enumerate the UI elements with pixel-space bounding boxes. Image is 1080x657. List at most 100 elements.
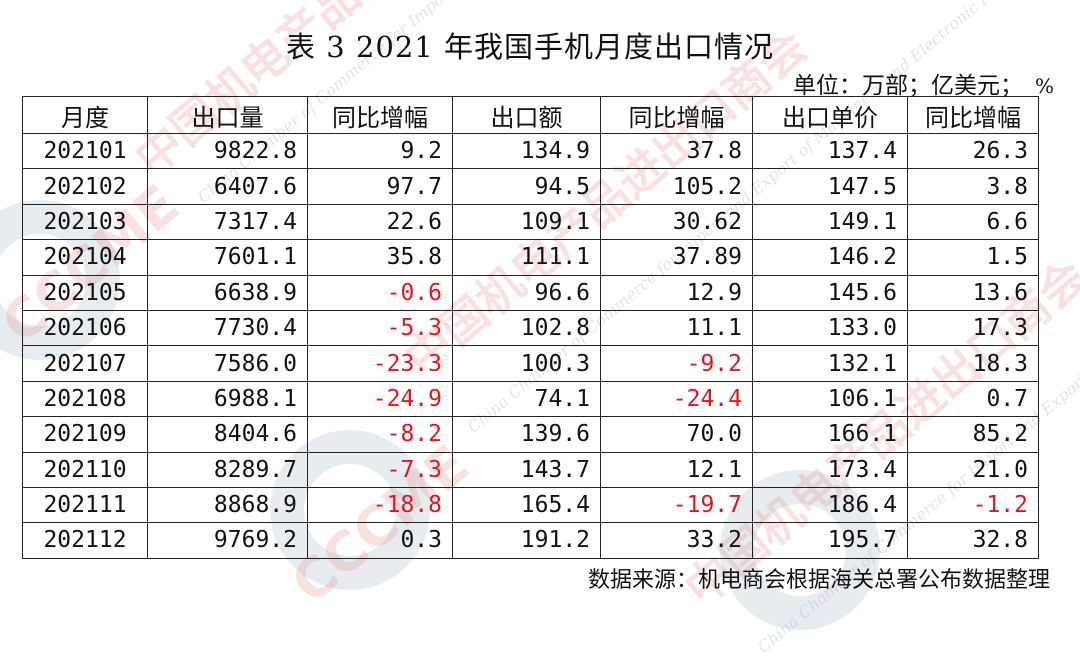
cell-unit-price: 166.1 xyxy=(752,416,908,453)
cell-value-yoy: 105.2 xyxy=(600,168,753,205)
cell-price-yoy: 26.3 xyxy=(907,132,1039,170)
cell-volume-yoy: -0.6 xyxy=(307,274,453,311)
cell-volume-yoy: 0.3 xyxy=(307,522,453,559)
cell-export-volume: 7730.4 xyxy=(147,309,308,347)
cell-unit-price: 145.6 xyxy=(752,274,908,311)
cell-export-volume: 6407.6 xyxy=(147,168,308,205)
cell-volume-yoy: 9.2 xyxy=(307,132,453,170)
cell-month: 202104 xyxy=(22,239,148,276)
cell-price-yoy: 6.6 xyxy=(907,203,1039,241)
cell-unit-price: 149.1 xyxy=(752,203,908,241)
cell-unit-price: 173.4 xyxy=(752,451,908,488)
cell-unit-price: 195.7 xyxy=(752,522,908,559)
cell-unit-price: 137.4 xyxy=(752,132,908,170)
cell-month: 202105 xyxy=(22,274,148,311)
cell-value-yoy: 37.8 xyxy=(600,132,753,170)
table-row: 202108 6988.1 -24.9 74.1 -24.4 106.1 0.7 xyxy=(22,380,1039,418)
cell-value-yoy: 30.62 xyxy=(600,203,753,241)
cell-month: 202110 xyxy=(22,451,148,488)
table-row: 202103 7317.4 22.6 109.1 30.62 149.1 6.6 xyxy=(22,203,1039,241)
cell-export-value: 111.1 xyxy=(452,239,601,276)
cell-export-volume: 8289.7 xyxy=(147,451,308,488)
table-row: 202112 9769.2 0.3 191.2 33.2 195.7 32.8 xyxy=(22,522,1039,559)
cell-month: 202111 xyxy=(22,486,148,524)
table-row: 202107 7586.0 -23.3 100.3 -9.2 132.1 18.3 xyxy=(22,345,1039,382)
cell-month: 202106 xyxy=(22,309,148,347)
cell-volume-yoy: -8.2 xyxy=(307,416,453,453)
cell-export-volume: 7317.4 xyxy=(147,203,308,241)
cell-unit-price: 106.1 xyxy=(752,380,908,418)
cell-export-volume: 9769.2 xyxy=(147,522,308,559)
cell-value-yoy: -24.4 xyxy=(600,380,753,418)
cell-month: 202108 xyxy=(22,380,148,418)
cell-export-value: 139.6 xyxy=(452,416,601,453)
table-row: 202110 8289.7 -7.3 143.7 12.1 173.4 21.0 xyxy=(22,451,1039,488)
cell-export-value: 94.5 xyxy=(452,168,601,205)
cell-export-value: 74.1 xyxy=(452,380,601,418)
cell-volume-yoy: -5.3 xyxy=(307,309,453,347)
header-export-value: 出口额 xyxy=(452,96,601,134)
cell-export-value: 143.7 xyxy=(452,451,601,488)
header-value-yoy: 同比增幅 xyxy=(600,96,753,134)
cell-volume-yoy: -18.8 xyxy=(307,486,453,524)
cell-month: 202109 xyxy=(22,416,148,453)
cell-price-yoy: -1.2 xyxy=(907,486,1039,524)
cell-value-yoy: -19.7 xyxy=(600,486,753,524)
cell-value-yoy: 12.1 xyxy=(600,451,753,488)
cell-price-yoy: 3.8 xyxy=(907,168,1039,205)
cell-unit-price: 133.0 xyxy=(752,309,908,347)
cell-value-yoy: 37.89 xyxy=(600,239,753,276)
cell-export-value: 109.1 xyxy=(452,203,601,241)
cell-volume-yoy: 22.6 xyxy=(307,203,453,241)
header-export-volume: 出口量 xyxy=(147,96,308,134)
cell-export-value: 134.9 xyxy=(452,132,601,170)
cell-month: 202102 xyxy=(22,168,148,205)
cell-price-yoy: 85.2 xyxy=(907,416,1039,453)
cell-month: 202101 xyxy=(22,132,148,170)
cell-export-value: 191.2 xyxy=(452,522,601,559)
cell-price-yoy: 32.8 xyxy=(907,522,1039,559)
table-title: 表 3 2021 年我国手机月度出口情况 xyxy=(286,30,774,64)
cell-unit-price: 186.4 xyxy=(752,486,908,524)
header-price-yoy: 同比增幅 xyxy=(907,96,1039,134)
table-row: 202111 8868.9 -18.8 165.4 -19.7 186.4 -1.2 xyxy=(22,486,1039,524)
table-row: 202105 6638.9 -0.6 96.6 12.9 145.6 13.6 xyxy=(22,274,1039,311)
header-unit-price: 出口单价 xyxy=(752,96,908,134)
source-note: 数据来源：机电商会根据海关总署公布数据整理 xyxy=(587,568,1050,593)
cell-export-value: 100.3 xyxy=(452,345,601,382)
unit-percent: % xyxy=(1034,74,1054,98)
cell-unit-price: 147.5 xyxy=(752,168,908,205)
cell-month: 202103 xyxy=(22,203,148,241)
table-row: 202106 7730.4 -5.3 102.8 11.1 133.0 17.3 xyxy=(22,309,1039,347)
cell-unit-price: 132.1 xyxy=(752,345,908,382)
cell-value-yoy: -9.2 xyxy=(600,345,753,382)
cell-export-volume: 6988.1 xyxy=(147,380,308,418)
cell-export-volume: 7586.0 xyxy=(147,345,308,382)
cell-price-yoy: 13.6 xyxy=(907,274,1039,311)
cell-value-yoy: 12.9 xyxy=(600,274,753,311)
cell-unit-price: 146.2 xyxy=(752,239,908,276)
table-row: 202101 9822.8 9.2 134.9 37.8 137.4 26.3 xyxy=(22,132,1039,170)
export-table: 月度 出口量 同比增幅 出口额 同比增幅 出口单价 同比增幅 202101 982… xyxy=(22,96,1039,559)
cell-export-volume: 8404.6 xyxy=(147,416,308,453)
cell-value-yoy: 11.1 xyxy=(600,309,753,347)
cell-export-value: 102.8 xyxy=(452,309,601,347)
cell-export-volume: 8868.9 xyxy=(147,486,308,524)
cell-export-volume: 6638.9 xyxy=(147,274,308,311)
unit-note: 单位：万部；亿美元；% xyxy=(793,66,1054,100)
cell-month: 202107 xyxy=(22,345,148,382)
cell-volume-yoy: 97.7 xyxy=(307,168,453,205)
cell-export-value: 165.4 xyxy=(452,486,601,524)
cell-price-yoy: 21.0 xyxy=(907,451,1039,488)
header-month: 月度 xyxy=(22,96,148,134)
cell-value-yoy: 33.2 xyxy=(600,522,753,559)
table-row: 202104 7601.1 35.8 111.1 37.89 146.2 1.5 xyxy=(22,239,1039,276)
cell-export-volume: 9822.8 xyxy=(147,132,308,170)
cell-price-yoy: 17.3 xyxy=(907,309,1039,347)
cell-export-value: 96.6 xyxy=(452,274,601,311)
cell-month: 202112 xyxy=(22,522,148,559)
cell-volume-yoy: 35.8 xyxy=(307,239,453,276)
table-header-row: 月度 出口量 同比增幅 出口额 同比增幅 出口单价 同比增幅 xyxy=(22,96,1039,134)
table-row: 202109 8404.6 -8.2 139.6 70.0 166.1 85.2 xyxy=(22,416,1039,453)
table-row: 202102 6407.6 97.7 94.5 105.2 147.5 3.8 xyxy=(22,168,1039,205)
